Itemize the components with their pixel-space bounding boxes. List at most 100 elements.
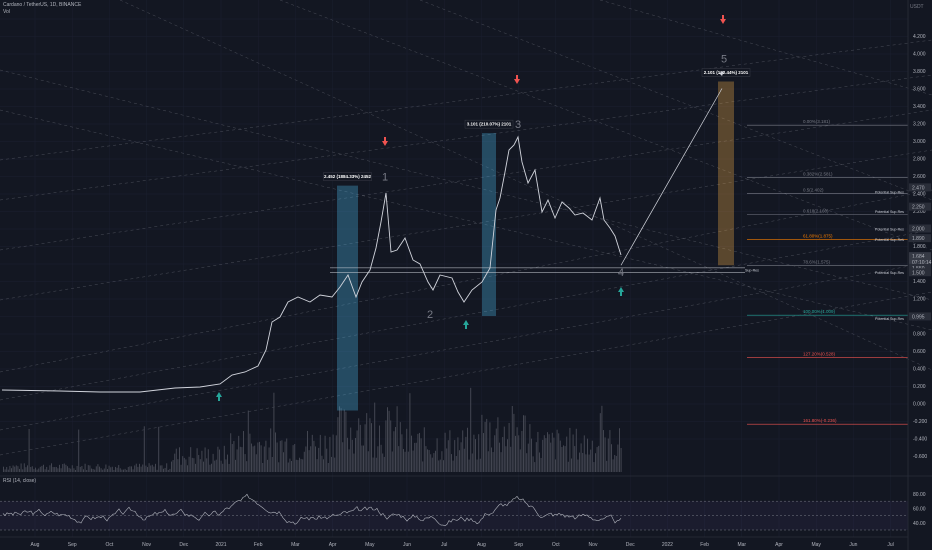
volume-bar: [364, 424, 366, 472]
fib-levels[interactable]: 0.00%(3.181) 0.382%(2.581) 0.5(2.402) 0.618…: [330, 119, 908, 425]
volume-bar: [508, 422, 510, 472]
volume-bar: [339, 406, 340, 472]
volume-bar: [371, 423, 372, 472]
price-tick-label: 2.200: [913, 209, 926, 215]
volume-bar: [220, 460, 222, 472]
measure-boxes[interactable]: 2.452 (1884.33%) 2452 3.101 (210.07%) 210…: [323, 68, 751, 411]
volume-bar: [283, 452, 284, 472]
volume-bar: [171, 461, 172, 472]
volume-bar: [294, 443, 296, 472]
chart-grid: [0, 0, 908, 537]
sup-res-note: Potential Sup-Res: [875, 191, 904, 195]
volume-bar: [215, 459, 217, 472]
price-tag[interactable]: 2.470: [912, 185, 925, 191]
volume-bar: [222, 463, 224, 472]
volume-bar: [516, 427, 518, 472]
sup-res-note: Potential Sup-Res: [875, 238, 904, 242]
volume-bar: [227, 454, 228, 472]
volume-bar: [393, 431, 395, 472]
volume-bar: [318, 447, 320, 472]
volume-bar: [367, 451, 369, 472]
time-tick-label: Sep: [68, 542, 77, 548]
volume-bar: [299, 457, 300, 472]
volume-bar: [121, 469, 123, 472]
volume-bar: [412, 450, 414, 472]
volume-bar: [436, 438, 438, 472]
volume-bar: [297, 460, 299, 472]
time-axis[interactable]: Aug Sep Oct Nov Dec 2021 Feb Mar Apr May Jun Jul Aug…: [0, 536, 908, 548]
price-tag[interactable]: 2.250: [912, 205, 925, 211]
fib-label: 0.618(2.160): [803, 209, 829, 214]
volume-bar: [361, 445, 363, 472]
currency-label[interactable]: USDT: [910, 4, 924, 10]
volume-bar: [579, 452, 580, 472]
volume-bar: [337, 417, 339, 472]
volume-bar: [478, 434, 480, 472]
volume-bar: [428, 450, 430, 472]
price-tag[interactable]: 1.890: [912, 236, 925, 242]
measure-box[interactable]: [337, 185, 358, 411]
price-tag[interactable]: 2.000: [912, 227, 925, 233]
volume-bar: [295, 459, 297, 472]
volume-bar: [375, 457, 377, 472]
volume-bar: [569, 427, 571, 472]
price-tag[interactable]: 07:10:14: [912, 260, 932, 266]
volume-bar: [36, 469, 38, 472]
volume-bar: [334, 457, 336, 472]
measure-box[interactable]: [482, 133, 496, 316]
volume-bar: [257, 442, 259, 472]
symbol-title[interactable]: Cardano / TetherUS, 1D, BINANCE: [3, 2, 82, 8]
volume-bar: [572, 434, 574, 472]
volume-bar: [411, 435, 412, 472]
price-tick-label: 4.000: [913, 52, 926, 58]
volume-bar: [510, 446, 512, 472]
volume-bar: [281, 440, 283, 472]
price-axis[interactable]: 4.200 4.000 3.800 3.600 3.400 3.200 3.000 2.800…: [907, 0, 932, 550]
volume-bar: [9, 465, 11, 472]
time-tick-label: Apr: [775, 542, 783, 548]
volume-bar: [443, 460, 444, 472]
volume-bar: [105, 464, 107, 472]
time-tick-label: Aug: [31, 542, 40, 548]
volume-bar: [271, 456, 273, 472]
down-arrow-icon: [720, 15, 726, 24]
volume-bar: [71, 465, 73, 472]
volume-bar: [3, 466, 4, 472]
volume-bar: [559, 440, 561, 472]
volume-bar: [255, 454, 257, 472]
volume-bar: [580, 443, 582, 472]
volume-bar: [390, 420, 392, 472]
measure-box[interactable]: [718, 81, 734, 266]
price-tag-bg: [909, 257, 931, 266]
volume-bar: [615, 455, 617, 472]
volume-bar: [407, 451, 409, 472]
volume-bar: [385, 420, 387, 472]
price-tag[interactable]: 1.684: [912, 254, 925, 260]
volume-bar: [531, 438, 532, 472]
volume-bar: [68, 467, 70, 472]
sup-res-note: Potential Sup-Res: [875, 317, 904, 321]
volume-bar: [135, 463, 137, 472]
volume-bar: [377, 446, 379, 472]
volume-bar: [366, 413, 368, 472]
volume-bar: [585, 454, 587, 472]
volume-bar: [166, 463, 168, 472]
volume-bar: [529, 424, 531, 472]
volume-bar: [137, 466, 139, 472]
price-tag[interactable]: 1.500: [912, 270, 925, 276]
volume-bar: [289, 458, 291, 472]
channel-line: [0, 74, 932, 201]
price-tick-label: 0.200: [913, 384, 926, 390]
volume-bar: [167, 469, 169, 472]
volume-bar: [118, 465, 120, 472]
volume-bar: [180, 464, 182, 472]
volume-bar: [527, 443, 529, 472]
wave-label: 1: [382, 171, 388, 183]
volume-bar: [20, 463, 22, 472]
volume-bar: [190, 447, 192, 472]
price-tag[interactable]: 0.995: [912, 314, 925, 320]
sup-res-label: Sup-Res: [745, 268, 759, 272]
volume-bar: [601, 405, 603, 472]
fib-label: 61.80%(1.875): [803, 233, 833, 238]
